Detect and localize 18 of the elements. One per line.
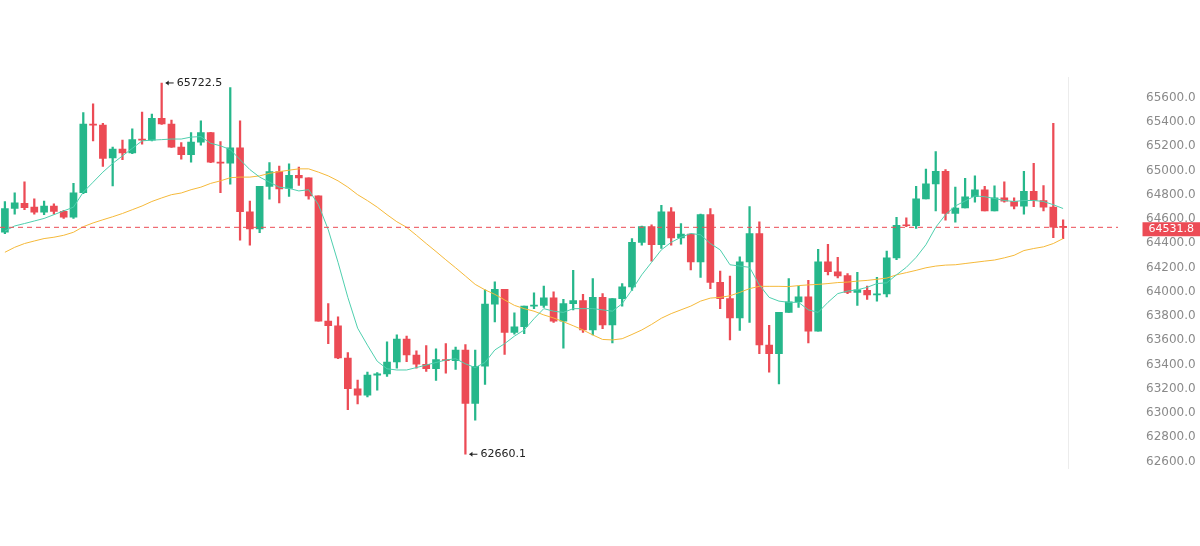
annotation: 62660.1 [480, 447, 526, 461]
y-tick-label: 63000.0 [1146, 405, 1196, 420]
y-tick-label: 62600.0 [1146, 453, 1196, 468]
y-tick-label: 63800.0 [1146, 308, 1196, 323]
y-tick-label: 63400.0 [1146, 356, 1196, 371]
y-tick-label: 65600.0 [1146, 89, 1196, 104]
y-tick-label: 65200.0 [1146, 138, 1196, 153]
y-tick-label: 65000.0 [1146, 162, 1196, 177]
annotation: 65722.5 [176, 75, 223, 89]
y-tick-label: 64000.0 [1146, 283, 1196, 298]
y-tick-label: 63600.0 [1146, 332, 1196, 347]
y-tick-label: 64800.0 [1146, 186, 1196, 201]
ref-line-label: 64531.8 [1148, 222, 1195, 236]
y-tick-label: 64200.0 [1146, 259, 1196, 274]
y-tick-label: 64400.0 [1146, 235, 1196, 250]
y-tick-label: 65400.0 [1146, 114, 1196, 129]
y-tick-label: 63200.0 [1146, 380, 1196, 395]
y-tick-label: 62800.0 [1146, 429, 1196, 444]
